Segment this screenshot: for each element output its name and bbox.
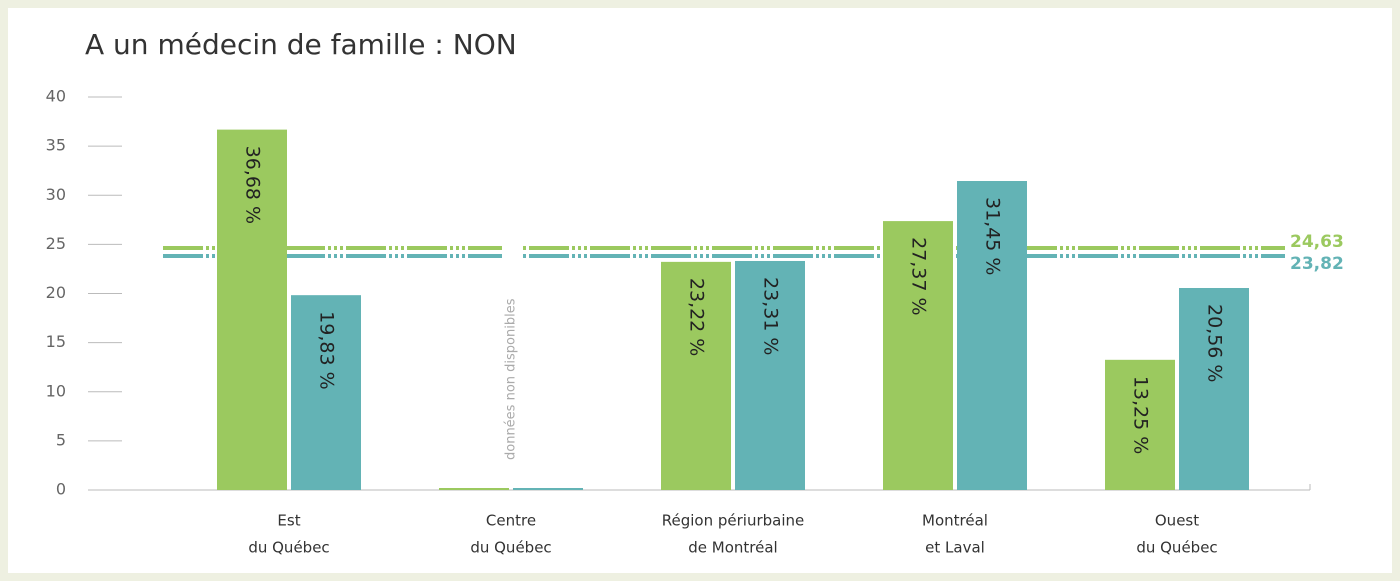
y-tick-label: 20 bbox=[46, 283, 66, 302]
annotation-background bbox=[502, 230, 520, 470]
x-tick-label: Est bbox=[277, 512, 300, 530]
reference-label: 24,63 bbox=[1290, 232, 1344, 252]
bar bbox=[735, 260, 805, 490]
x-tick-label: Région périurbaine bbox=[662, 512, 805, 530]
bar bbox=[1105, 359, 1175, 490]
bar bbox=[1179, 287, 1249, 490]
x-tick-label: Montréal bbox=[922, 512, 988, 530]
y-tick-label: 30 bbox=[46, 185, 66, 204]
x-tick-label: et Laval bbox=[925, 539, 985, 557]
bar bbox=[883, 221, 953, 490]
y-tick-label: 25 bbox=[46, 234, 66, 253]
bar-stub bbox=[439, 488, 509, 490]
reference-label: 23,82 bbox=[1290, 254, 1344, 274]
value-label: 27,37 % bbox=[908, 237, 930, 316]
y-tick-label: 0 bbox=[56, 480, 66, 499]
value-label: 31,45 % bbox=[982, 197, 1004, 276]
bar bbox=[957, 181, 1027, 490]
x-tick-label: Ouest bbox=[1155, 512, 1199, 530]
bar bbox=[217, 129, 287, 490]
annotation: données non disponibles bbox=[504, 298, 519, 460]
value-label: 23,22 % bbox=[686, 278, 708, 357]
y-tick-label: 35 bbox=[46, 136, 66, 155]
value-label: 36,68 % bbox=[242, 146, 264, 225]
y-tick-label: 15 bbox=[46, 332, 66, 351]
value-label: 23,31 % bbox=[760, 277, 782, 356]
value-label: 19,83 % bbox=[316, 311, 338, 390]
y-tick-label: 40 bbox=[46, 87, 66, 106]
x-tick-label: de Montréal bbox=[688, 539, 777, 557]
bar bbox=[291, 295, 361, 490]
x-tick-label: du Québec bbox=[470, 539, 551, 557]
y-tick-label: 5 bbox=[56, 430, 66, 449]
value-label: 13,25 % bbox=[1130, 376, 1152, 455]
chart-title: A un médecin de famille : NON bbox=[85, 28, 517, 61]
x-tick-label: du Québec bbox=[1136, 539, 1217, 557]
x-tick-label: Centre bbox=[486, 512, 536, 530]
y-tick-label: 10 bbox=[46, 381, 66, 400]
x-tick-label: du Québec bbox=[248, 539, 329, 557]
bar-stub bbox=[513, 488, 583, 490]
bar bbox=[661, 261, 731, 490]
value-label: 20,56 % bbox=[1204, 304, 1226, 383]
